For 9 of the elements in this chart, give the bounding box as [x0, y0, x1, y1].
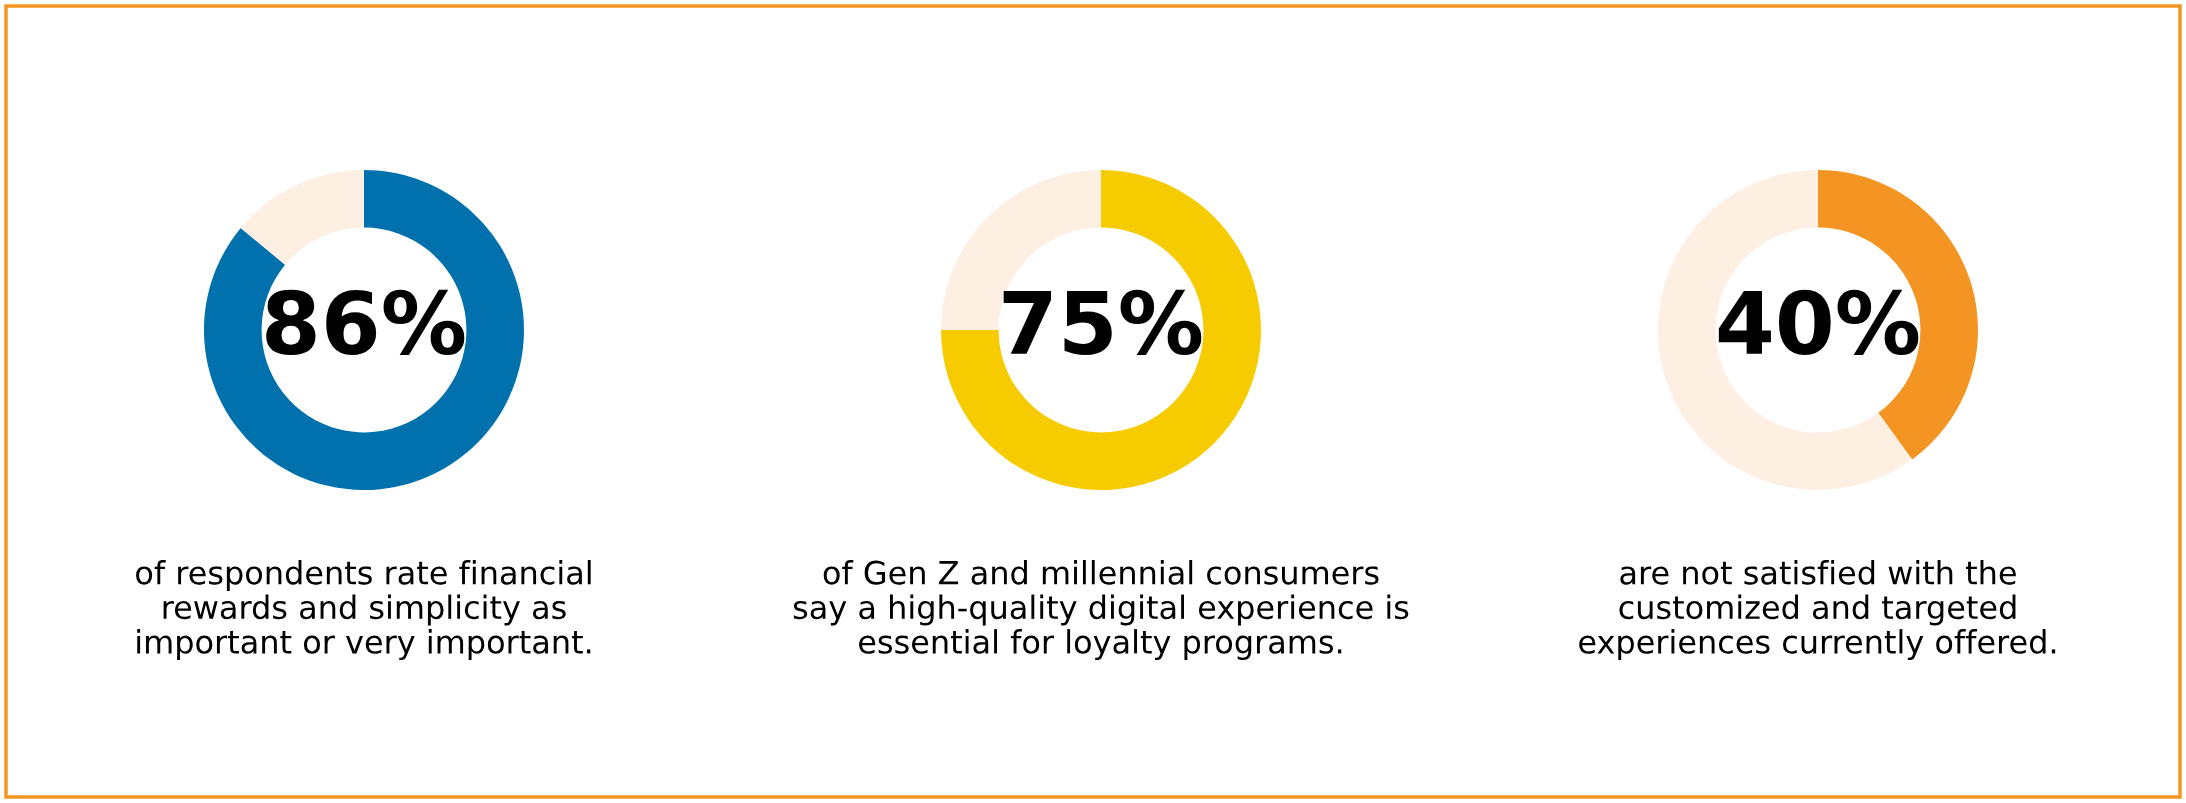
donut-slice — [204, 170, 524, 490]
donut-slice — [240, 170, 364, 265]
text: of respondents rate financial rewards and simplicity as important or very important. — [136, 560, 591, 661]
data-label: 75% — [1003, 289, 1202, 355]
data-label: 86% — [266, 289, 465, 355]
text: of Gen Z and millennial consumers say a high-quality digital experience is essential for loyalty programs. — [793, 560, 1409, 661]
data-label: 40% — [1718, 289, 1919, 355]
text: are not satisfied with the customized and targeted experiences currently offered. — [1579, 560, 2056, 661]
donut-slice — [941, 170, 1261, 490]
